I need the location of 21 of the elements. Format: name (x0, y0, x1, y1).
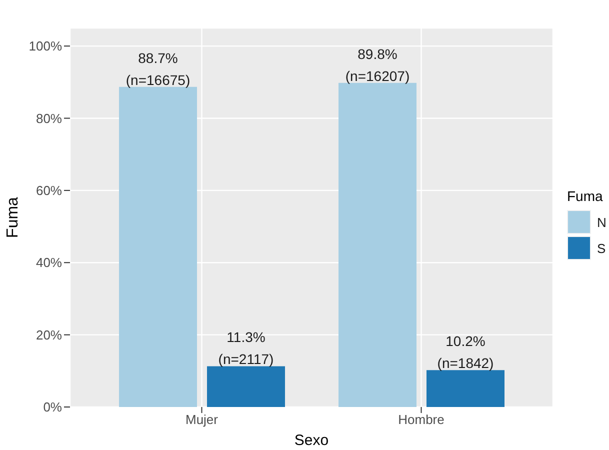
legend-label: N (597, 214, 606, 230)
y-tick-label: 80% (36, 110, 62, 126)
y-tick-label: 60% (36, 183, 62, 198)
y-tick-label: 0% (43, 400, 62, 415)
bar (426, 370, 504, 407)
data-label: 10.2% (n=1842) (437, 333, 494, 372)
x-tick-label: Hombre (398, 412, 444, 428)
data-label: 88.7% (n=16675) (126, 50, 190, 88)
y-tick-label: 20% (36, 327, 62, 342)
legend-label: S (597, 240, 606, 256)
y-tick-label: 100% (28, 38, 62, 54)
data-label: 89.8% (n=16207) (345, 46, 410, 84)
data-label: 11.3% (n=2117) (218, 329, 274, 368)
x-axis-title: Sexo (294, 432, 329, 449)
x-tick-label: Mujer (185, 412, 219, 428)
bar (338, 82, 416, 407)
legend-title: Fuma (567, 188, 604, 204)
y-axis-title: Fuma (4, 196, 22, 238)
y-tick-label: 40% (36, 255, 62, 270)
bar (119, 86, 197, 407)
bar (207, 366, 285, 407)
